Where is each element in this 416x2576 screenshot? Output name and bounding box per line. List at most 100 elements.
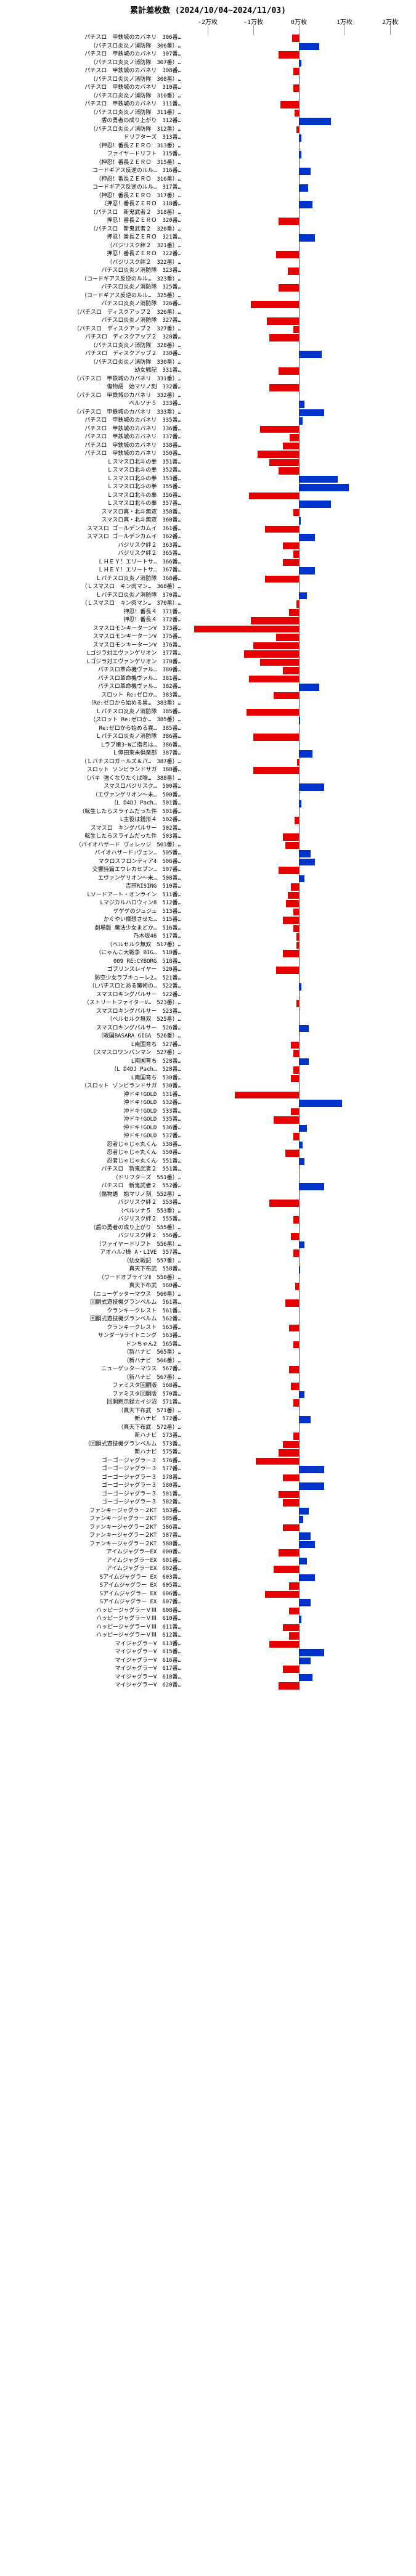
x-tick-label: 1万枚	[336, 17, 353, 26]
row-label: Ｌスマスロ北斗の拳 353番…	[0, 475, 181, 484]
row-label: ゴーゴージャグラー３ 577番…	[0, 1465, 181, 1474]
bar-positive	[299, 201, 312, 208]
chart-row: （スロット Re:ゼロか… 385番）…	[0, 716, 416, 725]
row-label: 転生したらスライムだった件 503番…	[0, 833, 181, 841]
chart-row: スマスロ真・北斗無双 358番…	[0, 509, 416, 517]
chart-row: クランキークレスト 561番…	[0, 1307, 416, 1316]
row-label: アオハル♪操 A・LIVE 557番…	[0, 1249, 181, 1257]
row-label: 幼女戦記 331番…	[0, 367, 181, 375]
row-label: パチスロ 甲鉄城のカバネリ 337番…	[0, 433, 181, 442]
bar-chart: 累計差枚数 (2024/10/04~2024/11/03) -2万枚-1万枚0万…	[0, 0, 416, 1690]
row-label: （スロット Re:ゼロか… 385番）…	[0, 716, 181, 725]
row-label: 009 RE:CYBORG 518番…	[0, 958, 181, 967]
bar-negative	[269, 334, 299, 341]
row-label: 新ハナビ 575番…	[0, 1449, 181, 1457]
chart-row: Ｌパチスロ炎炎ノ消防隊 370番…	[0, 592, 416, 600]
row-label: ハッピージャグラーＶⅢ 611番…	[0, 1624, 181, 1632]
row-label: エヴァンゲリオン～未… 508番…	[0, 875, 181, 883]
chart-row: Ｌパチスロ炎炎ノ消防隊 385番…	[0, 708, 416, 717]
chart-row: L南国育ち 530番…	[0, 1074, 416, 1083]
bar-negative	[291, 883, 299, 891]
chart-row: Sアイムジャグラー EX 605番…	[0, 1582, 416, 1590]
row-label: 真天下布武 558番…	[0, 1266, 181, 1274]
chart-row: パチスロ 甲鉄城のカバネリ 307番…	[0, 51, 416, 59]
row-label: スマスロキングパルサー 522番…	[0, 991, 181, 1000]
bar-negative	[293, 84, 299, 92]
row-label: コードギアス反逆のルル… 317番…	[0, 184, 181, 192]
row-label: ファンキージャグラー２KT 583番…	[0, 1507, 181, 1516]
x-tick-label: -2万枚	[198, 17, 218, 26]
bar-negative	[276, 251, 299, 258]
chart-row: マイジャグラーV 615番…	[0, 1648, 416, 1657]
row-label: （盾の勇者の成り上がり 555番）…	[0, 1224, 181, 1233]
chart-row: アイムジャグラーEX 601番…	[0, 1557, 416, 1566]
bar-negative	[244, 650, 299, 658]
bar-positive	[299, 1508, 309, 1515]
bar-positive	[299, 501, 331, 508]
bar-negative	[265, 576, 300, 583]
bar-negative	[274, 1116, 299, 1124]
chart-row: 転生したらスライムだった件 503番…	[0, 833, 416, 841]
chart-row: （Lパチスロとある魔術の… 522番…	[0, 983, 416, 991]
chart-row: Ｌスマスロ北斗の拳 357番…	[0, 500, 416, 509]
chart-row: Ｌスマスロ北斗の拳 356番…	[0, 492, 416, 501]
row-label: スマスロ真・北斗無双 358番…	[0, 509, 181, 517]
chart-row: マイジャグラーV 620番…	[0, 1682, 416, 1690]
chart-row: 吉宗RISING 510番…	[0, 883, 416, 891]
row-label: マイジャグラーV 617番…	[0, 1665, 181, 1674]
row-label: マイジャグラーV 620番…	[0, 1682, 181, 1690]
chart-row: （押忍！番長ＺＥＲＯ 315番）…	[0, 159, 416, 168]
chart-row: ファミスタ回胴版 568番…	[0, 1382, 416, 1391]
row-label: パチスロ 甲鉄城のカバネリ 306番…	[0, 34, 181, 43]
row-label: （ペルソナ５ 553番）…	[0, 1208, 181, 1216]
bar-positive	[299, 1658, 311, 1665]
row-label: パチスロ 甲鉄城のカバネリ 311番…	[0, 100, 181, 109]
row-label: （転生したらスライムだった件 501番…	[0, 808, 181, 817]
row-label: （新ハナビ 567番）…	[0, 1374, 181, 1383]
chart-row: パチスロ革命機ヴァル… 380番…	[0, 666, 416, 675]
row-label: （パチスロ 甲鉄城のカバネリ 333番）…	[0, 409, 181, 417]
chart-row: スマスロキングパルサー 522番…	[0, 991, 416, 1000]
row-label: 押忍！番長４ 372番…	[0, 616, 181, 625]
row-label: ファミスタ回胴版 568番…	[0, 1382, 181, 1391]
bar-positive	[299, 1158, 304, 1166]
chart-row: （真天下布武 572番）…	[0, 1424, 416, 1433]
row-label: 忍者じゃじゃ丸くん 538番…	[0, 1141, 181, 1150]
bar-positive	[299, 1100, 342, 1107]
row-label: パチスロ 新鬼武者２ 551番…	[0, 1166, 181, 1174]
bar-negative	[269, 1200, 299, 1207]
row-label: パチスロ炎炎ノ消防隊 327番…	[0, 317, 181, 325]
chart-row: パチスロ 甲鉄城のカバネリ 350番…	[0, 450, 416, 459]
row-label: クランキークレスト 563番…	[0, 1324, 181, 1333]
chart-row: パチスロ ディスクアップ２ 328番…	[0, 333, 416, 342]
row-label: アイムジャグラーEX 601番…	[0, 1557, 181, 1566]
chart-row: Ｌスマスロ北斗の拳 351番…	[0, 459, 416, 467]
chart-row: （L D4DJ Pach… 501番…	[0, 799, 416, 808]
bar-negative	[253, 734, 299, 741]
bar-positive	[299, 859, 315, 866]
row-label: （パチスロ 新鬼武者２ 318番）…	[0, 209, 181, 218]
bar-positive	[299, 800, 301, 808]
row-label: パチスロ 甲鉄城のカバネリ 307番…	[0, 51, 181, 59]
chart-row: ゴーゴージャグラー３ 577番…	[0, 1465, 416, 1474]
bar-negative	[291, 1108, 299, 1116]
row-label: ＬＨＥＹ！エリートサ… 366番…	[0, 558, 181, 567]
chart-row: 沖ドキ!GOLD 532番…	[0, 1099, 416, 1108]
row-label: スマスロキングパルサー 523番…	[0, 1008, 181, 1016]
chart-row: パチスロ 新鬼武者２ 552番…	[0, 1182, 416, 1191]
row-label: Sアイムジャグラー EX 607番…	[0, 1598, 181, 1607]
row-label: スマスロモンキーターンV 375番…	[0, 633, 181, 642]
chart-row: パチスロ 甲鉄城のカバネリ 311番…	[0, 100, 416, 109]
row-label: （バジリスク絆２ 322番）…	[0, 259, 181, 268]
bar-negative	[279, 284, 299, 292]
chart-row: ニューゲッターマウス 567番…	[0, 1365, 416, 1374]
bar-negative	[293, 1341, 299, 1349]
chart-row: L南国育ち 527番…	[0, 1041, 416, 1050]
chart-row: サンダーVライトニング 563番…	[0, 1332, 416, 1341]
bar-negative	[283, 1474, 299, 1482]
row-label: Lソードアート・オンライン 511番…	[0, 891, 181, 900]
row-label: （パチスロ ディスクアップ２ 327番）…	[0, 325, 181, 334]
bar-negative	[293, 1050, 299, 1057]
chart-row: ハッピージャグラーＶⅢ 610番…	[0, 1615, 416, 1624]
chart-row: （パチスロ炎炎ノ消防隊 312番）…	[0, 126, 416, 134]
